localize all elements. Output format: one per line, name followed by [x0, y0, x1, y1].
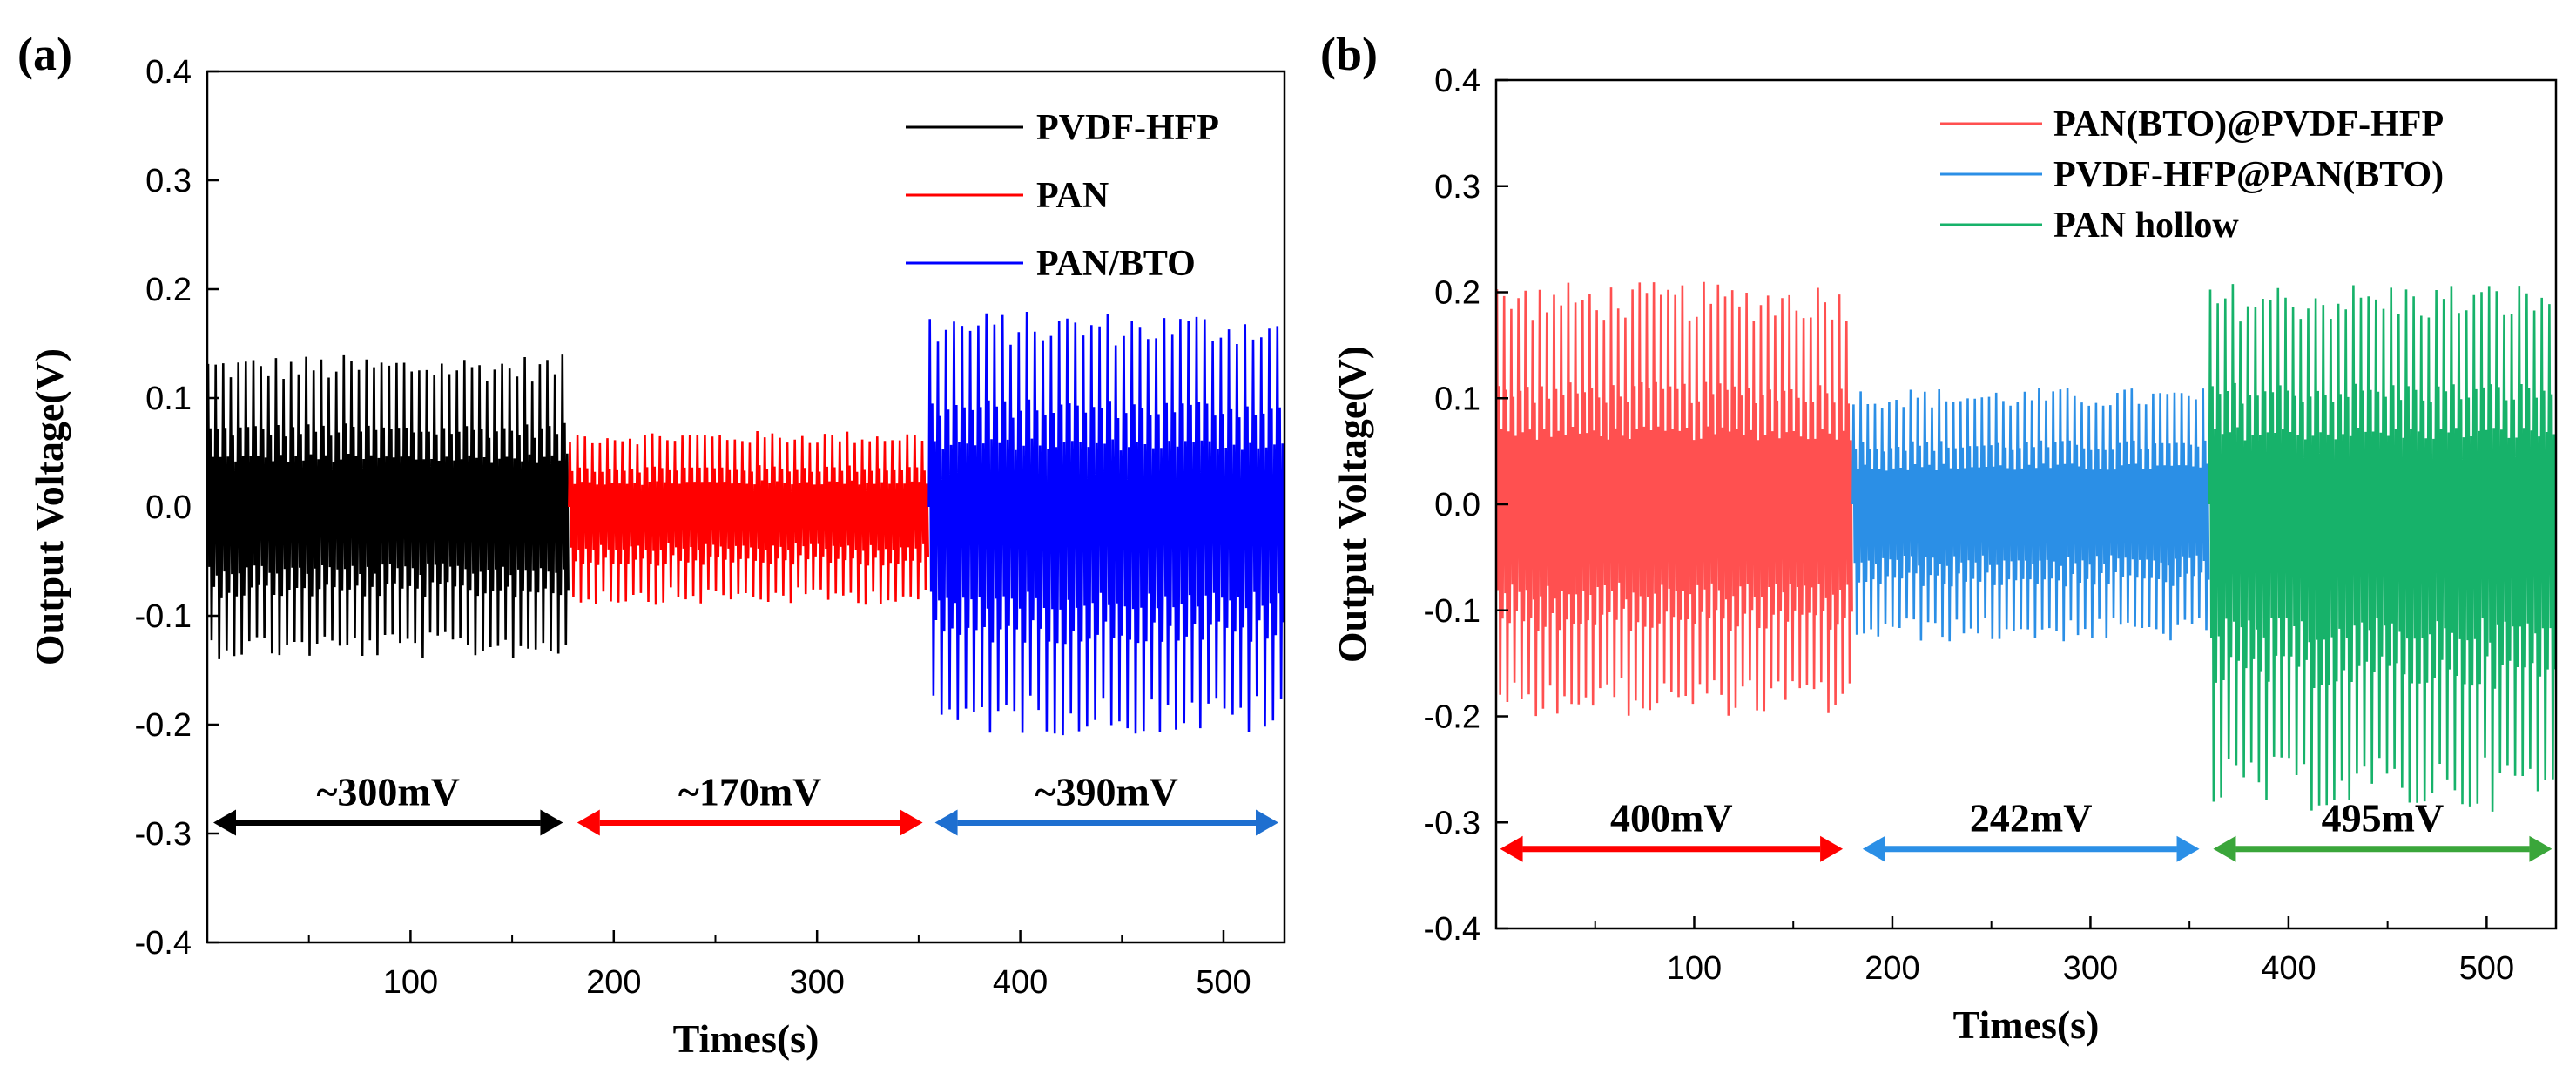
annotation-arrowhead-right [2529, 835, 2552, 862]
y-tick-label: 0.3 [145, 163, 192, 199]
x-tick-label: 200 [586, 964, 641, 1001]
legend-label: PAN(BTO)@PVDF-HFP [2053, 105, 2444, 145]
y-tick-label: -0.3 [1424, 805, 1480, 841]
annotation-label: ~390mV [1035, 770, 1178, 814]
y-tick-label: -0.1 [135, 598, 192, 635]
annotation-arrowhead-left [577, 809, 600, 836]
amplitude-annotation: ~170mV [577, 770, 923, 836]
annotation-arrowhead-left [1862, 835, 1885, 862]
x-tick-label: 400 [993, 964, 1048, 1001]
y-tick-label: 0.0 [1434, 487, 1480, 523]
y-tick-label: -0.1 [1424, 593, 1480, 630]
annotation-label: ~300mV [316, 770, 459, 814]
x-tick-label: 200 [1865, 950, 1919, 987]
x-axis-title: Times(s) [673, 1016, 819, 1061]
series-pvdf-hfp-line [207, 354, 570, 659]
annotation-arrowhead-right [540, 809, 563, 836]
chart-panel-a: -0.4 -0.3 -0.2 -0.1 0.0 0.1 0.2 0.3 0.4 100 200 300… [17, 28, 1286, 1061]
legend-label: PVDF-HFP@PAN(BTO) [2053, 155, 2444, 195]
x-tick-label: 500 [2459, 950, 2514, 987]
x-axis-title: Times(s) [1953, 1002, 2100, 1047]
y-tick-label: -0.3 [135, 816, 192, 853]
series-pan-bto-pvdf-hfp-line [1496, 281, 1853, 717]
y-tick-label: 0.2 [1434, 275, 1480, 312]
y-tick-label: 0.0 [145, 489, 192, 526]
legend-label: PAN/BTO [1036, 244, 1196, 284]
y-tick-label: 0.1 [145, 381, 192, 417]
annotation-label: 495mV [2322, 796, 2445, 840]
annotation-arrowhead-left [2213, 835, 2236, 862]
annotation-arrowhead-right [1255, 809, 1278, 836]
annotation-arrowhead-right [1820, 835, 1844, 862]
series-pan-hollow-line [2208, 284, 2556, 812]
amplitude-annotation: ~300mV [213, 770, 563, 836]
legend: PVDF-HFP PAN PAN/BTO [906, 108, 1219, 284]
amplitude-annotation: 400mV [1500, 796, 1844, 862]
y-tick-label: -0.2 [135, 707, 192, 744]
annotation-label: 400mV [1610, 796, 1733, 840]
y-tick-label: 0.2 [145, 272, 192, 308]
annotation-arrowhead-left [213, 809, 237, 836]
annotation-arrowhead-left [1500, 835, 1523, 862]
x-tick-label: 400 [2261, 950, 2316, 987]
annotation-label: ~170mV [678, 770, 821, 814]
y-axis-title: Output Voltage(V) [1330, 346, 1374, 663]
legend-label: PVDF-HFP [1036, 108, 1219, 148]
y-axis-title: Output Voltage(V) [27, 348, 71, 665]
y-tick-label: -0.4 [1424, 911, 1480, 948]
legend-label: PAN [1036, 176, 1109, 216]
x-tick-label: 300 [2063, 950, 2118, 987]
x-tick-label: 100 [383, 964, 438, 1001]
y-tick-label: 0.3 [1434, 169, 1480, 206]
y-tick-label: 0.1 [1434, 381, 1480, 417]
annotation-arrowhead-right [900, 809, 923, 836]
annotation-arrowhead-left [934, 809, 958, 836]
series-pan-bto-line [927, 311, 1285, 736]
series-pvdf-hfp-pan-bto--line [1851, 388, 2210, 642]
y-tick-label: 0.4 [1434, 63, 1480, 99]
y-tick-label: 0.4 [145, 54, 192, 91]
legend-label: PAN hollow [2053, 206, 2239, 246]
amplitude-annotation: ~390mV [934, 770, 1278, 836]
panel-label: (b) [1320, 28, 1378, 80]
y-tick-label: -0.4 [135, 925, 192, 962]
chart-panel-b: -0.4 -0.3 -0.2 -0.1 0.0 0.1 0.2 0.3 0.4 100 200 300… [1320, 28, 2558, 1047]
y-tick-label: -0.2 [1424, 699, 1480, 736]
panel-label: (a) [17, 28, 72, 80]
annotation-label: 242mV [1970, 796, 2093, 840]
amplitude-annotation: 242mV [1862, 796, 2200, 862]
legend: PAN(BTO)@PVDF-HFP PVDF-HFP@PAN(BTO) PAN ho… [1940, 105, 2444, 246]
x-tick-label: 300 [789, 964, 844, 1001]
series-pan-line [568, 430, 929, 605]
amplitude-annotation: 495mV [2213, 796, 2552, 862]
x-tick-label: 500 [1196, 964, 1251, 1001]
x-tick-label: 100 [1667, 950, 1722, 987]
annotation-arrowhead-right [2176, 835, 2200, 862]
